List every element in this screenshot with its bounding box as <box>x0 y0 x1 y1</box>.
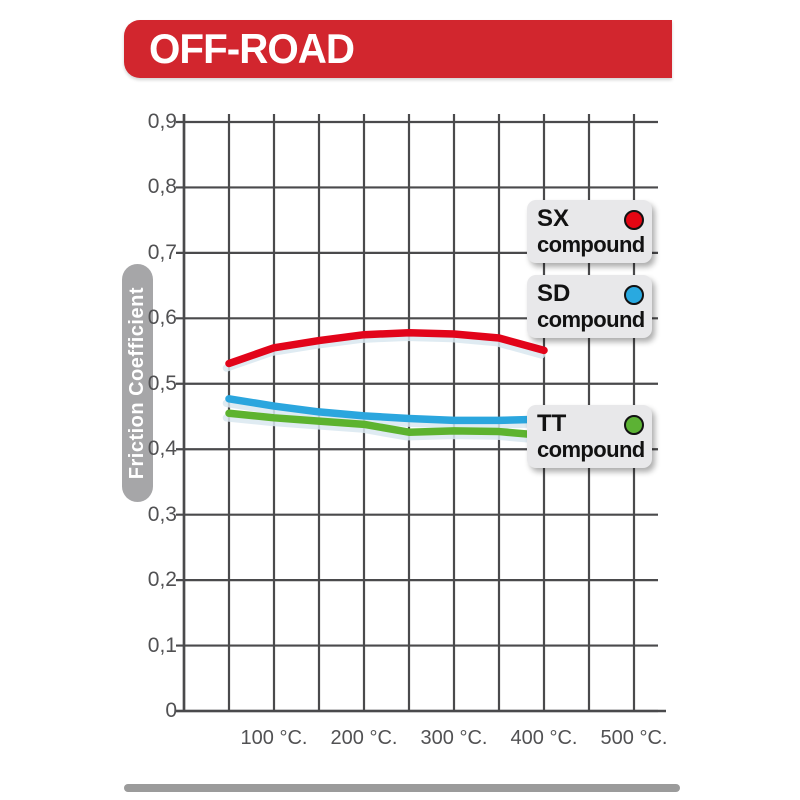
y-tick-label: 0,8 <box>147 175 177 199</box>
legend-sd-compound: SD compound <box>527 275 652 338</box>
y-tick-label: 0,4 <box>147 437 177 461</box>
x-tick-label: 400 °C. <box>510 727 578 749</box>
y-tick-label: 0,5 <box>147 371 177 395</box>
y-tick-label: 0,6 <box>147 306 177 330</box>
x-tick-label: 500 °C. <box>600 727 668 749</box>
category-banner-title: OFF-ROAD <box>149 25 355 72</box>
legend-sx-suffix: compound <box>537 232 645 257</box>
x-tick-label: 300 °C. <box>420 727 488 749</box>
sd-blue-dot-icon <box>624 285 644 305</box>
legend-tt-name: TT <box>537 410 567 437</box>
y-tick-label: 0,7 <box>147 240 177 264</box>
legend-sx-name: SX <box>537 205 570 232</box>
legend-tt-suffix: compound <box>537 437 645 462</box>
y-axis-label-pill: Friction Coefficient <box>122 264 153 502</box>
y-tick-label: 0,3 <box>147 502 177 526</box>
y-tick-label: 0,9 <box>147 110 177 133</box>
bottom-divider-bar <box>124 784 680 792</box>
x-tick-label: 200 °C. <box>330 727 398 749</box>
legend-sd-suffix: compound <box>537 307 645 332</box>
legend-sx-compound: SX compound <box>527 200 652 263</box>
y-tick-label: 0 <box>165 699 177 722</box>
y-tick-label: 0,1 <box>147 633 177 657</box>
x-tick-label: 100 °C. <box>240 727 308 749</box>
legend-tt-compound: TT compound <box>527 405 652 468</box>
category-banner: OFF-ROAD <box>124 20 672 78</box>
legend-sd-name: SD <box>537 280 571 307</box>
sx-red-dot-icon <box>624 210 644 230</box>
tt-green-dot-icon <box>624 415 644 435</box>
y-tick-label: 0,2 <box>147 568 177 592</box>
